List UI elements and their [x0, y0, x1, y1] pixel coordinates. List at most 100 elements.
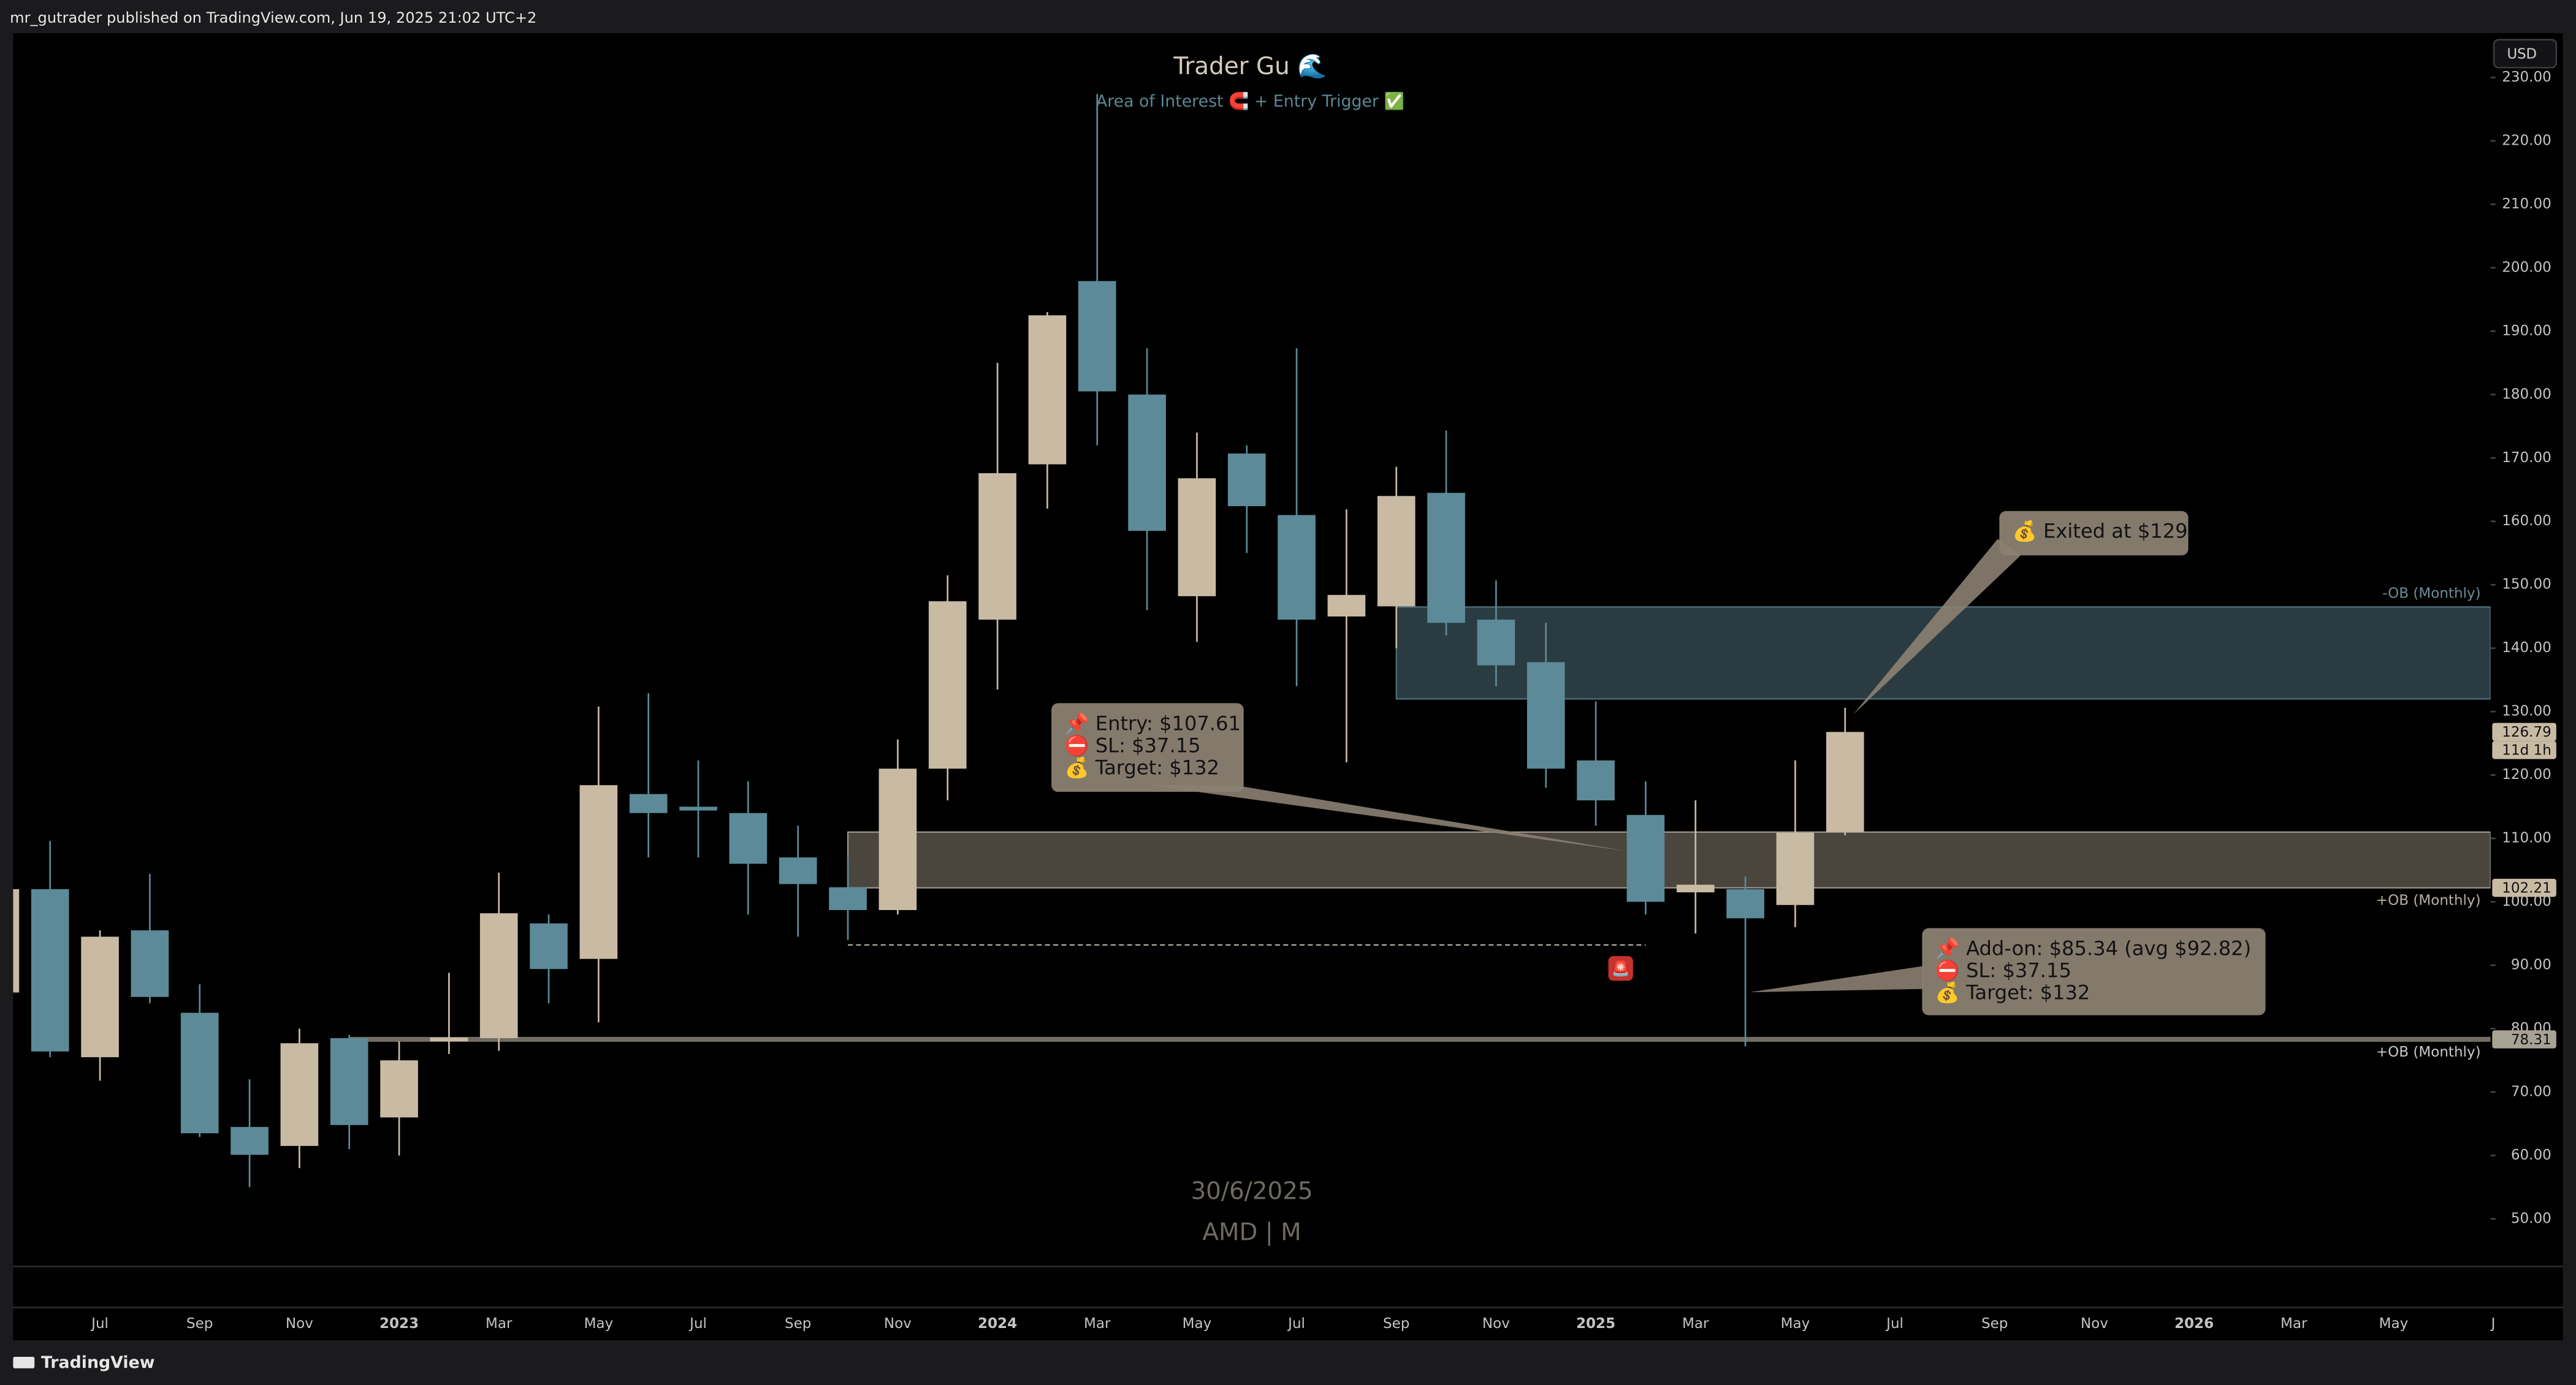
candle-body	[1028, 315, 1067, 465]
y-tick-label: 70.00	[2511, 1083, 2551, 1099]
zone-label: -OB (Monthly)	[2382, 585, 2480, 601]
y-tick-label: 120.00	[2502, 767, 2551, 783]
x-tick-label: 2024	[978, 1316, 1017, 1332]
y-tick-label: 90.00	[2511, 957, 2551, 973]
x-tick-label: 2023	[379, 1316, 419, 1332]
y-tick-label: 220.00	[2502, 132, 2551, 148]
candle-body	[479, 913, 518, 1039]
countdown-box	[2492, 741, 2556, 759]
x-tick-label: May	[584, 1316, 614, 1332]
y-tick-label: 210.00	[2502, 196, 2551, 212]
x-tick-label: Jul	[90, 1316, 109, 1332]
alert-icon-box	[1608, 956, 1633, 981]
price-label: 126.79	[2502, 724, 2551, 740]
candle-body	[1577, 760, 1615, 801]
candle-body	[231, 1126, 269, 1155]
price-label: 102.21	[2502, 881, 2551, 897]
x-tick-label: Nov	[1482, 1316, 1510, 1332]
watermark-symbol: AMD | M	[1202, 1219, 1301, 1246]
price-label-box	[2492, 1030, 2556, 1049]
y-tick-label: 130.00	[2502, 704, 2551, 719]
watermark-date: 30/6/2025	[1191, 1178, 1313, 1205]
candle-body	[1526, 662, 1565, 769]
currency-button[interactable]	[2493, 39, 2558, 69]
price-label: 78.31	[2511, 1032, 2551, 1048]
candle-body	[430, 1037, 468, 1042]
price-label-box	[2492, 878, 2556, 897]
candle-body	[1278, 515, 1316, 620]
callout-text: ⛔ SL: $37.15	[1935, 959, 2071, 982]
currency-label[interactable]: USD	[2507, 46, 2537, 62]
y-tick-label: 180.00	[2502, 386, 2551, 402]
candle-body	[1078, 281, 1116, 392]
candle-body	[779, 857, 817, 884]
candle-body	[1427, 493, 1465, 623]
candle-body	[1726, 889, 1764, 919]
candle-body	[579, 785, 618, 959]
x-tick-label: J	[2490, 1316, 2496, 1332]
callout-text: 📌 Add-on: $85.34 (avg $92.82)	[1935, 936, 2251, 960]
candle-body	[180, 1012, 219, 1134]
order-block-zone	[847, 831, 2491, 889]
y-tick-label: 60.00	[2511, 1147, 2551, 1163]
x-tick-label: Mar	[2281, 1316, 2307, 1332]
tradingview-logo[interactable]: TradingView	[13, 1353, 155, 1372]
candle-body	[679, 806, 717, 811]
x-tick-label: Jul	[1287, 1316, 1305, 1332]
x-tick-label: Mar	[1084, 1316, 1111, 1332]
candle-body	[1178, 478, 1216, 596]
candle-body	[380, 1060, 418, 1118]
candle-body	[31, 889, 69, 1052]
candle-body	[280, 1043, 319, 1146]
x-tick-label: May	[2379, 1316, 2409, 1332]
x-tick-label: Sep	[1981, 1316, 2008, 1332]
candle-body	[530, 923, 568, 970]
chart-title: Trader Gu 🌊	[1173, 52, 1327, 80]
candle-body	[1477, 620, 1515, 666]
x-tick-label: Nov	[884, 1316, 912, 1332]
level-label: +OB (Monthly)	[2376, 1044, 2481, 1060]
x-tick-label: Mar	[1682, 1316, 1709, 1332]
candle-body	[131, 930, 169, 997]
x-tick-label: Nov	[2081, 1316, 2108, 1332]
candle-body	[1327, 594, 1366, 617]
candle-body	[829, 887, 867, 911]
alert-icon: 🚨	[1612, 960, 1630, 977]
y-tick-label: 110.00	[2502, 830, 2551, 846]
level-line	[349, 1036, 2491, 1042]
candle-body	[1826, 732, 1864, 832]
candle-body	[1377, 496, 1416, 607]
callout-text: 💰 Target: $132	[1065, 756, 1220, 780]
y-tick-label: 150.00	[2502, 577, 2551, 593]
callout-box	[1999, 510, 2189, 556]
candle-body	[629, 794, 668, 813]
callout-box	[1051, 703, 1244, 792]
zone-label: +OB (Monthly)	[2376, 893, 2481, 909]
x-tick-label: Sep	[785, 1316, 811, 1332]
x-tick-label: Jul	[688, 1316, 707, 1332]
publisher-line: mr_gutrader published on TradingView.com…	[10, 9, 536, 26]
candle-body	[13, 889, 20, 993]
y-tick-label: 160.00	[2502, 513, 2551, 529]
x-tick-label: Sep	[1383, 1316, 1409, 1332]
candle-body	[878, 768, 917, 911]
x-tick-label: Sep	[186, 1316, 213, 1332]
x-tick-label: Mar	[486, 1316, 513, 1332]
logo-mark	[13, 1356, 35, 1368]
candle-body	[1227, 453, 1266, 506]
candle-body	[928, 601, 967, 769]
x-tick-label: May	[1183, 1316, 1212, 1332]
plot	[13, 94, 2491, 1188]
x-tick-label: 2025	[1576, 1316, 1615, 1332]
brand-name: TradingView	[41, 1353, 155, 1372]
x-tick-label: 2026	[2174, 1316, 2214, 1332]
x-tick-label: Nov	[286, 1316, 313, 1332]
candle-body	[978, 473, 1016, 620]
y-tick-label: 190.00	[2502, 323, 2551, 339]
callout-text: 💰 Target: $132	[1935, 981, 2090, 1005]
y-tick-label: 50.00	[2511, 1210, 2551, 1226]
price-label-box	[2492, 723, 2556, 742]
x-tick-label: Jul	[1885, 1316, 1903, 1332]
